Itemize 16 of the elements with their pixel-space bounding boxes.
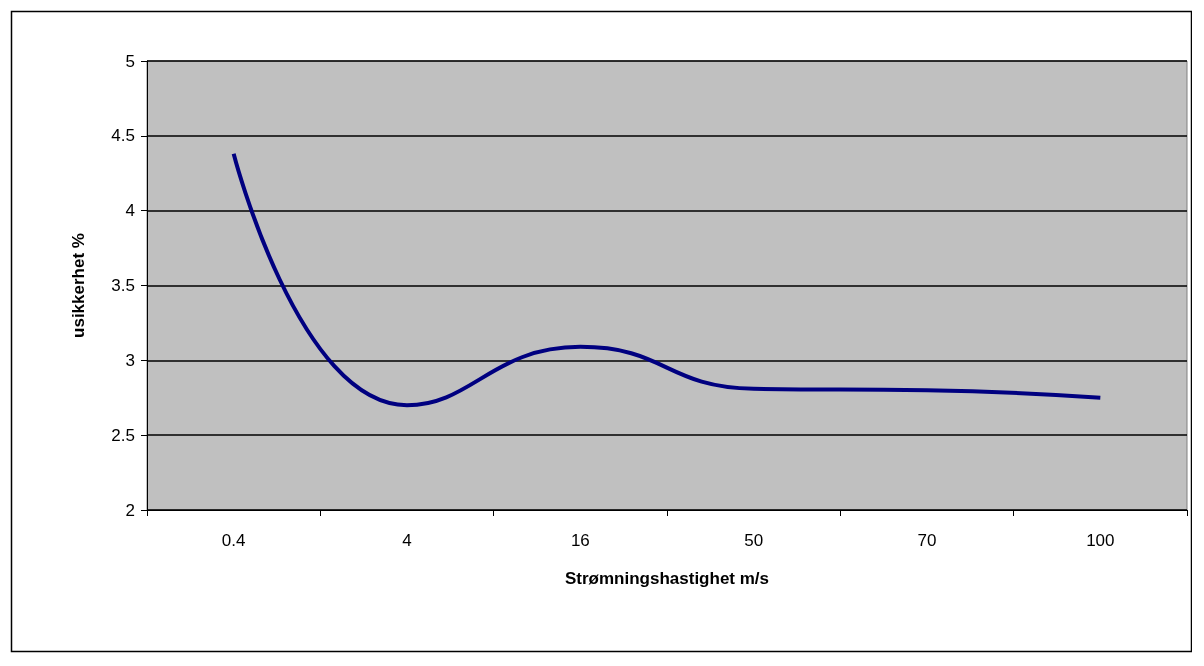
x-tick-label: 16	[570, 531, 590, 550]
x-tick-label: 70	[917, 531, 937, 550]
y-axis-title: usikkerhet %	[69, 233, 88, 338]
y-tick-label: 2.5	[111, 425, 135, 445]
line-series	[231, 151, 1103, 408]
y-tick-label: 4.5	[111, 126, 135, 146]
x-tick-label: 100	[1086, 531, 1115, 550]
y-tick-label: 3.5	[111, 276, 135, 295]
x-tick-label: 0.4	[221, 531, 246, 550]
x-tick-label: 50	[744, 531, 764, 550]
y-tick-label: 3	[125, 350, 135, 370]
x-tick-label: 4	[402, 531, 412, 550]
y-tick-label: 5	[125, 51, 135, 71]
y-tick-label: 4	[125, 201, 135, 221]
y-tick-label: 2	[125, 500, 135, 520]
x-axis-title: Strømningshastighet m/s	[564, 569, 770, 588]
